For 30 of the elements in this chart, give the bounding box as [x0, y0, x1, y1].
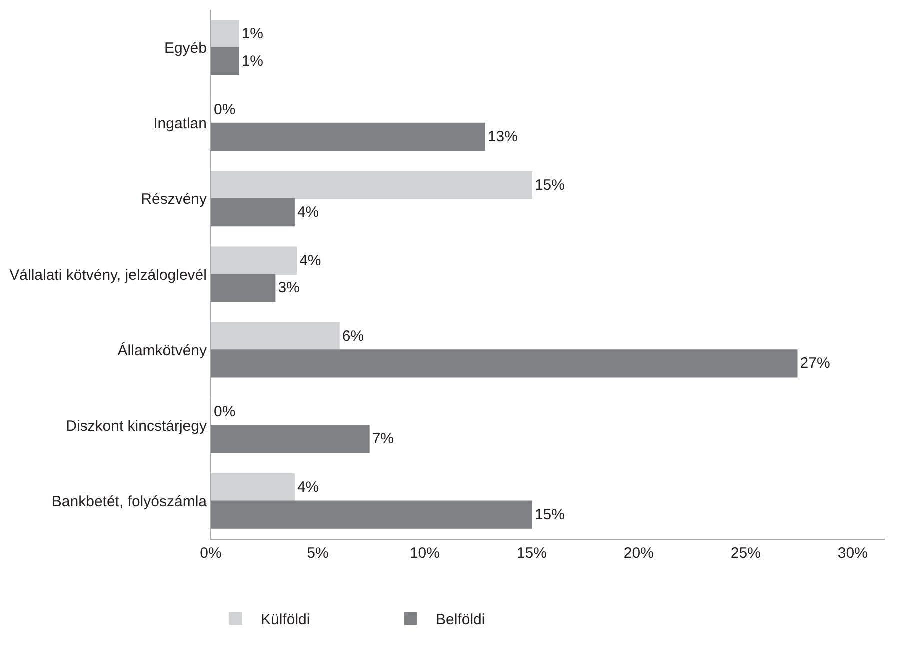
x-tick-label: 20% — [624, 545, 654, 562]
data-label: 4% — [300, 252, 322, 270]
y-tick-label: Ingatlan — [154, 116, 207, 133]
data-label: 6% — [342, 328, 364, 345]
x-tick-label: 10% — [410, 545, 440, 562]
data-label: 15% — [534, 176, 565, 194]
legend-label: Belföldi — [436, 612, 486, 629]
x-tick-label: 0% — [200, 545, 222, 562]
data-label: 0% — [214, 101, 236, 118]
x-tick-label: 25% — [730, 545, 761, 562]
y-tick-label: Vállalati kötvény, jelzáloglevél — [10, 266, 207, 284]
data-label: 4% — [297, 204, 320, 222]
data-label: 1% — [242, 52, 264, 70]
data-label: 13% — [488, 128, 518, 146]
data-label: 27% — [800, 355, 830, 372]
y-tick-label: Államkötvény — [118, 341, 208, 360]
y-tick-label: Diszkont kincstárjegy — [66, 418, 208, 435]
y-tick-label: Egyéb — [164, 40, 207, 58]
legend-label: Külföldi — [261, 612, 310, 629]
y-tick-label: Bankbetét, folyószámla — [52, 493, 208, 510]
x-tick-label: 15% — [516, 545, 547, 562]
data-label: 1% — [242, 26, 264, 43]
x-tick-label: 5% — [307, 545, 329, 562]
data-label: 4% — [297, 479, 320, 496]
y-tick-label: Részvény — [141, 191, 208, 208]
data-label: 0% — [214, 404, 236, 421]
x-tick-label: 30% — [838, 545, 868, 562]
data-label: 3% — [278, 280, 300, 297]
data-label: 15% — [534, 506, 565, 524]
data-label: 7% — [372, 430, 394, 448]
